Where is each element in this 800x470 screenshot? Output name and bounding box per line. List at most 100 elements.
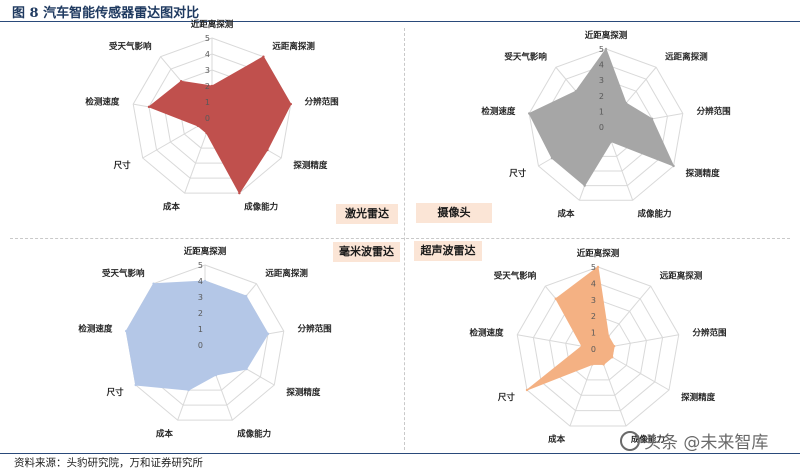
spoke-1: [605, 66, 657, 128]
axis-label-3: 探测精度: [286, 387, 321, 398]
scale-tick-2: 2: [205, 82, 210, 91]
data-point-3: [672, 164, 675, 168]
spoke-3: [597, 348, 670, 391]
spoke-2: [605, 112, 683, 128]
axis-label-6: 尺寸: [106, 387, 125, 398]
spoke-4: [211, 117, 240, 194]
data-point-7: [125, 329, 128, 333]
title-rule: [0, 21, 800, 22]
data-point-4: [238, 191, 241, 195]
bottom-rule: [0, 453, 800, 454]
axis-label-1: 远距离探测: [265, 268, 308, 279]
grid-ring-1: [188, 328, 222, 361]
scale-tick-1: 1: [591, 329, 596, 338]
spoke-4: [605, 126, 634, 201]
grid-ring-1: [590, 110, 622, 143]
axis-label-4: 成像能力: [237, 428, 271, 439]
axis-label-5: 成本: [156, 428, 174, 439]
data-point-4: [610, 140, 613, 143]
grid-ring-5: [125, 264, 285, 421]
data-point-4: [602, 363, 605, 366]
caption-camera: 摄像头: [416, 203, 492, 223]
spoke-4: [204, 344, 233, 421]
data-point-1: [624, 101, 628, 105]
source-note: 资料来源：头豹研究院，万和证券研究所: [14, 457, 203, 469]
grid-ring-3: [157, 296, 253, 391]
data-point-5: [205, 131, 208, 135]
scale-tick-1: 1: [198, 325, 203, 334]
data-point-1: [262, 55, 265, 58]
data-point-8: [554, 297, 558, 300]
grid-ring-4: [148, 53, 276, 179]
grid-ring-2: [179, 85, 245, 149]
caption-mmwave: 毫米波雷达: [333, 242, 400, 262]
scale-tick-3: 3: [205, 66, 210, 75]
watermark-logo-icon: [620, 430, 640, 451]
spoke-5: [569, 348, 599, 427]
data-point-8: [152, 282, 155, 285]
scale-tick-3: 3: [599, 76, 604, 85]
grid-ring-2: [574, 95, 638, 157]
grid-ring-4: [141, 280, 269, 406]
axis-label-7: 检测速度: [85, 97, 120, 108]
scale-tick-5: 5: [198, 261, 203, 270]
spoke-8: [153, 283, 206, 346]
data-point-0: [210, 84, 214, 88]
scale-tick-2: 2: [198, 309, 203, 318]
data-point-2: [266, 332, 270, 336]
grid-ring-4: [532, 282, 664, 412]
axis-label-2: 分辨范围: [305, 97, 339, 108]
series-area: [125, 280, 269, 391]
scale-tick-3: 3: [198, 293, 203, 302]
caption-ultrasonic: 超声波雷达: [414, 241, 482, 261]
grid-ring-3: [549, 299, 647, 396]
axis-label-8: 受天气影响: [504, 52, 547, 63]
data-point-3: [245, 367, 248, 371]
spoke-6: [135, 344, 206, 386]
scale-tick-4: 4: [599, 61, 604, 70]
data-point-0: [596, 265, 600, 269]
data-point-1: [607, 335, 610, 338]
grid-ring-5: [132, 37, 292, 194]
axis-label-0: 近距离探测: [577, 248, 620, 259]
axis-label-3: 探测精度: [293, 160, 328, 171]
spoke-2: [597, 334, 679, 350]
spoke-4: [597, 348, 627, 427]
spoke-5: [578, 126, 607, 201]
axis-label-3: 探测精度: [686, 168, 721, 179]
scale-tick-1: 1: [205, 98, 210, 107]
data-point-2: [650, 117, 654, 121]
scale-tick-5: 5: [591, 263, 596, 272]
data-point-0: [203, 279, 207, 283]
axis-label-3: 探测精度: [681, 392, 716, 403]
data-point-2: [612, 344, 616, 348]
axis-label-6: 尺寸: [113, 160, 132, 171]
data-point-7: [527, 112, 531, 115]
spoke-7: [529, 112, 607, 128]
spoke-3: [204, 344, 275, 386]
scale-tick-2: 2: [599, 92, 604, 101]
spoke-6: [538, 126, 607, 167]
axis-label-6: 尺寸: [508, 168, 527, 179]
scale-tick-4: 4: [591, 279, 596, 288]
grid-ring-1: [581, 332, 615, 365]
figure-title: 图 8 汽车智能传感器雷达图对比: [12, 6, 200, 21]
data-point-1: [244, 294, 248, 298]
data-point-4: [214, 373, 218, 377]
axis-label-2: 分辨范围: [298, 324, 332, 335]
spoke-5: [177, 344, 206, 421]
grid-ring-5: [516, 266, 680, 427]
grid-ring-4: [544, 64, 668, 187]
grid-ring-5: [528, 48, 684, 201]
series-area: [526, 266, 615, 391]
data-point-8: [179, 80, 183, 83]
scale-tick-3: 3: [591, 296, 596, 305]
axis-label-1: 远距离探测: [272, 41, 315, 52]
series-area: [147, 56, 292, 195]
scale-tick-5: 5: [205, 34, 210, 43]
scale-tick-0: 0: [599, 123, 604, 132]
axis-label-4: 成像能力: [637, 208, 671, 219]
axis-label-7: 检测速度: [469, 327, 504, 338]
